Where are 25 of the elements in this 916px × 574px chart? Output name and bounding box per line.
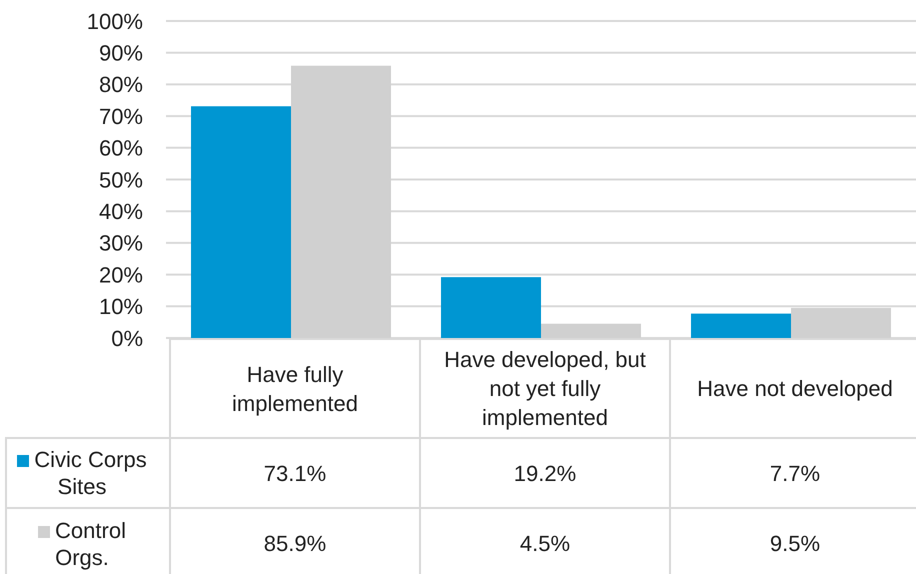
data-label: 73.1% xyxy=(264,460,326,486)
data-label: 7.7% xyxy=(770,460,820,486)
data-label: 9.5% xyxy=(770,531,820,556)
y-tick-label: 90% xyxy=(98,40,143,66)
y-tick-label: 30% xyxy=(98,230,143,256)
y-tick-label: 40% xyxy=(98,199,143,224)
y-tick-label: 60% xyxy=(98,136,143,161)
bar xyxy=(441,277,541,338)
y-tick-label: 0% xyxy=(111,326,143,351)
legend-label: Civic Corps Sites xyxy=(34,447,147,499)
y-tick-label: 20% xyxy=(98,262,143,288)
data-label: 85.9% xyxy=(264,531,326,556)
data-label: 4.5% xyxy=(520,531,570,556)
x-tick-label: Have fully implemented xyxy=(232,362,358,416)
y-tick-label: 80% xyxy=(98,72,143,98)
y-tick-label: 70% xyxy=(98,104,143,129)
data-label: 19.2% xyxy=(514,460,576,486)
x-tick-label: Have developed, but not yet fully implemented xyxy=(444,347,646,430)
bar xyxy=(691,314,791,338)
x-tick-label: Have not developed xyxy=(697,376,893,401)
legend-label: Control Orgs. xyxy=(55,518,126,570)
y-tick-label: 50% xyxy=(98,167,143,192)
bar xyxy=(191,106,291,338)
y-tick-label: 10% xyxy=(98,294,143,320)
y-tick-label: 100% xyxy=(86,8,143,34)
